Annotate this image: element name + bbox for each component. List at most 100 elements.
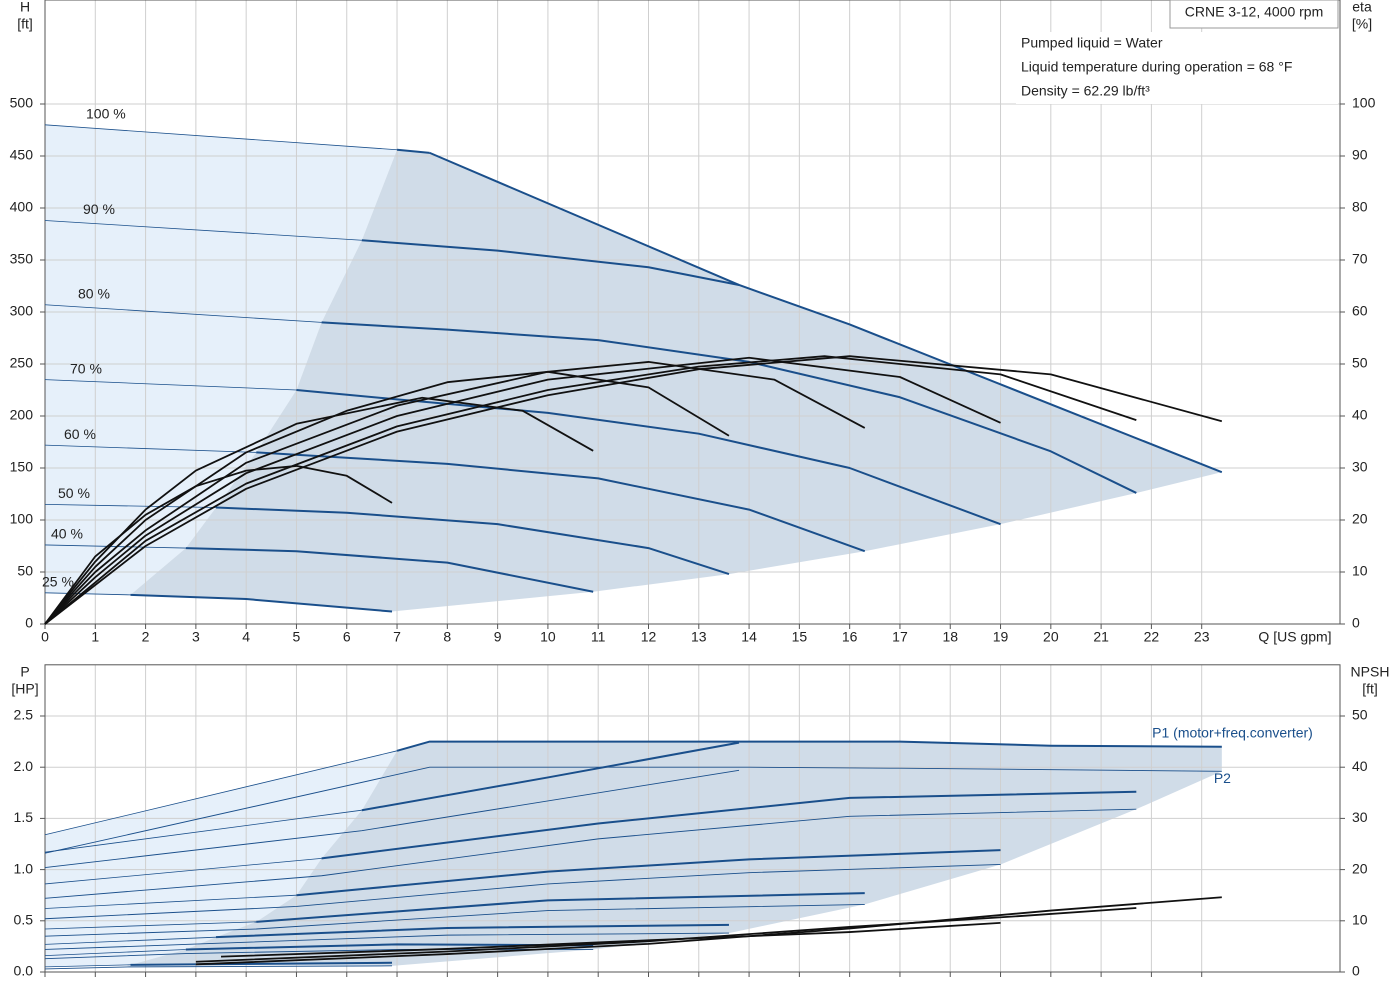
y2-tick-label: 100 [1352,95,1376,111]
y-tick-label: 0 [25,615,33,631]
y2-tick-label: 20 [1352,860,1368,876]
curve-label: 60 % [64,426,96,442]
curve-label: 70 % [70,360,102,376]
x-tick-label: 22 [1144,629,1160,645]
y-tick-label: 300 [10,303,34,319]
curve [44,396,594,625]
curve [44,370,730,625]
curve [44,355,1223,625]
curve [256,892,865,923]
curve [296,389,1001,526]
y-tick-label: 250 [10,355,34,371]
y2-axis-label: NPSH [1351,664,1390,680]
curve [44,766,1222,854]
y2-axis-label: eta [1352,0,1372,15]
curve-thin [44,504,216,508]
y-tick-label: 2.0 [14,758,34,774]
curve [396,148,430,154]
legend-label: P2 [1214,770,1231,786]
title-box [1169,0,1339,29]
y-tick-label: 450 [10,147,34,163]
curve-thin [44,592,131,596]
x-tick-label: 21 [1093,629,1109,645]
curve [44,465,393,625]
curve-label: 90 % [83,201,115,217]
curve-thin [44,379,297,391]
x-tick-label: 13 [691,629,707,645]
x-tick-label: 6 [343,629,351,645]
y-tick-label: 1.0 [14,860,34,876]
note: Pumped liquid = Water [1021,35,1163,51]
y2-tick-label: 20 [1352,511,1368,527]
curve [44,356,1001,625]
x-tick-label: 5 [293,629,301,645]
curve [44,932,729,950]
curve-thin [44,936,217,945]
curve-label: 40 % [51,526,83,542]
y-tick-label: 0.0 [14,963,34,979]
curve [44,864,1001,920]
curve [44,355,1137,625]
y2-tick-label: 50 [1352,355,1368,371]
curve [44,965,393,970]
y-tick-label: 0.5 [14,912,34,928]
curve-thin [44,857,322,885]
curve [296,849,1001,897]
plot-frame [44,664,1341,973]
x-tick-label: 3 [192,629,200,645]
y2-axis-unit: [ft] [1362,681,1378,697]
y-tick-label: 400 [10,199,34,215]
curve [130,593,393,613]
y2-tick-label: 70 [1352,251,1368,267]
curve [185,547,594,593]
y-axis-label: P [20,664,29,680]
note: Density = 62.29 lb/ft³ [1021,83,1150,99]
y2-tick-label: 60 [1352,303,1368,319]
light-region [45,124,398,595]
x-tick-label: 11 [591,629,606,645]
curve-thin [44,304,322,323]
y-tick-label: 500 [10,95,34,111]
operating-region [130,741,1222,966]
curve [130,961,393,966]
x-tick-label: 7 [393,629,401,645]
operating-region [130,149,1222,612]
x-tick-label: 12 [641,629,657,645]
notes-box [1016,32,1338,104]
curve [44,769,740,868]
curve [361,741,740,812]
y2-tick-label: 0 [1352,963,1360,979]
curve [44,361,866,625]
x-tick-label: 17 [892,629,908,645]
y2-axis-unit: [%] [1352,16,1372,32]
curve-thin [44,444,257,453]
curve-thin [44,921,257,930]
x-tick-label: 14 [741,629,757,645]
y2-tick-label: 50 [1352,707,1368,723]
curve-thin [44,894,297,909]
y2-tick-label: 0 [1352,615,1360,631]
x-tick-label: 0 [41,629,49,645]
curve-label: 50 % [58,485,90,501]
curve [429,151,1223,474]
curve-label: 25 % [42,574,74,590]
curve [44,903,865,937]
y-tick-label: 200 [10,407,34,423]
x-tick-label: 19 [993,629,1009,645]
y-tick-label: 100 [10,511,34,527]
y2-tick-label: 80 [1352,199,1368,215]
chart-title: CRNE 3-12, 4000 rpm [1185,4,1324,20]
curve [195,907,1137,963]
y-tick-label: 2.5 [14,707,34,723]
curve [361,239,740,286]
curve-thin [44,750,398,836]
curve [220,921,1001,958]
x-tick-label: 18 [942,629,958,645]
y-tick-label: 150 [10,459,34,475]
y-axis-label: H [20,0,30,15]
curve-label: 80 % [78,285,110,301]
curve [215,923,729,939]
curve-thin [44,964,131,968]
y2-tick-label: 30 [1352,459,1368,475]
